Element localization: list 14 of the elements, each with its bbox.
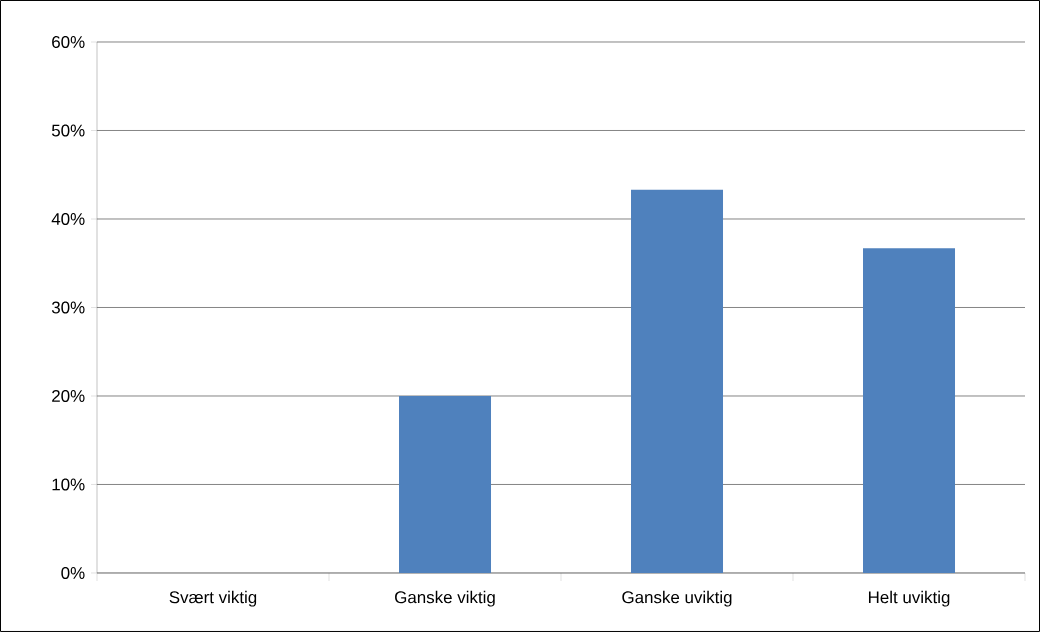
x-tick-label: Helt uviktig: [868, 590, 950, 607]
x-tick-label: Ganske uviktig: [622, 590, 732, 607]
y-tick-label: 20%: [52, 389, 85, 402]
x-tick-label: Ganske viktig: [395, 590, 495, 607]
x-tick-label: Svært viktig: [169, 590, 257, 607]
y-tick-label: 50%: [51, 124, 85, 137]
y-tick-label: 60%: [52, 35, 85, 48]
bar: [631, 189, 724, 573]
bar: [863, 248, 956, 573]
y-tick-label: 10%: [52, 478, 85, 491]
bar: [399, 395, 492, 573]
y-tick-label: 30%: [51, 301, 85, 314]
y-tick-label: 0%: [61, 566, 85, 579]
y-tick-label: 40%: [51, 212, 85, 225]
